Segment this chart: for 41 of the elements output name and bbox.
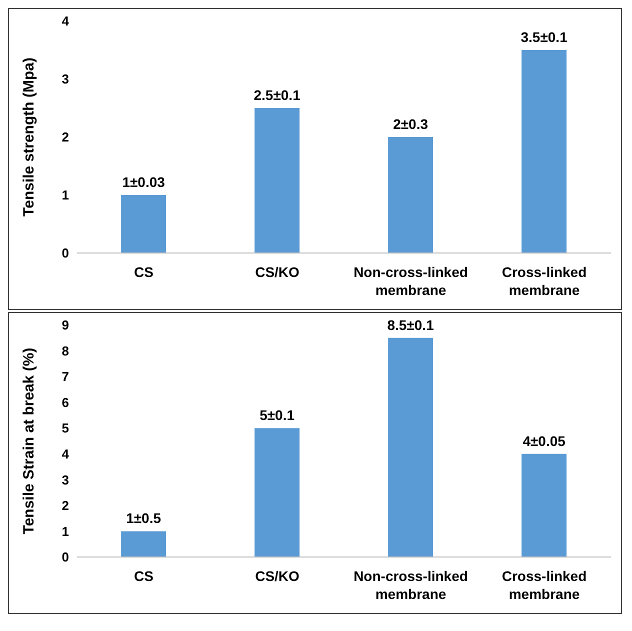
y-axis-title: Tensile strength (Mpa) [20,58,38,216]
y-tick-label: 0 [62,246,69,261]
data-label: 2.5±0.1 [254,87,301,103]
y-tick-label: 1 [62,188,69,203]
x-tick-label: Cross-linked membrane [502,264,587,298]
bar [121,195,166,253]
y-tick-label: 1 [62,524,69,539]
x-tick-label: Cross-linked membrane [502,568,587,602]
y-tick-label: 6 [62,394,69,410]
data-label: 1±0.03 [122,174,166,190]
x-tick-label: Non-cross-linked membrane [354,264,468,298]
x-tick-label: CS [134,264,154,280]
bar [254,428,300,557]
y-tick-label: 7 [62,369,69,384]
data-label: 2±0.3 [393,116,428,132]
x-tick-label: CS/KO [255,264,300,280]
data-label: 1±0.5 [126,510,162,526]
y-tick-label: 8 [62,343,69,358]
y-tick-label: 4 [62,14,70,29]
x-tick-label: CS/KO [255,568,300,584]
y-tick-label: 0 [62,550,69,565]
y-tick-label: 2 [62,130,69,145]
bar [254,108,300,253]
y-axis-title: Tensile Strain at break (%) [20,348,38,534]
y-tick-label: 4 [62,446,70,462]
data-label: 5±0.1 [260,407,295,424]
y-tick-label: 5 [62,420,69,436]
y-tick-label: 2 [62,498,69,514]
bar [388,137,434,253]
bar [522,454,567,557]
data-label: 4±0.05 [522,432,566,449]
bar [388,338,434,557]
y-tick-label: 9 [62,318,69,333]
data-label: 8.5±0.1 [387,316,434,333]
y-tick-label: 3 [62,472,69,488]
bar [121,531,166,557]
bar [522,50,567,253]
x-tick-label: CS [134,568,154,584]
x-tick-label: Non-cross-linked membrane [354,568,468,602]
y-tick-label: 3 [62,72,69,87]
data-label: 3.5±0.1 [520,29,568,45]
